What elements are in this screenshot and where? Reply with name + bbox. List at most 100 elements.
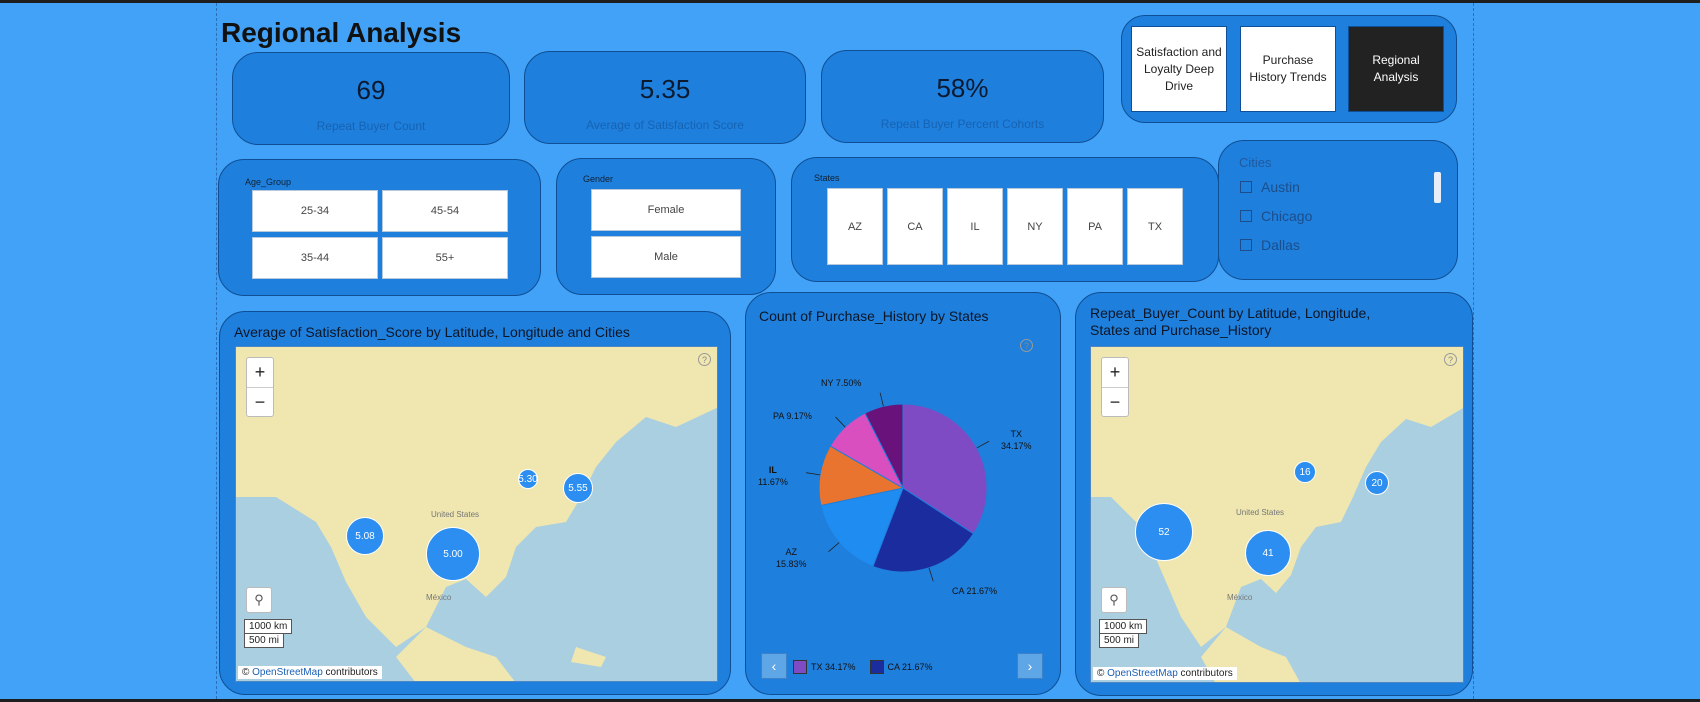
attrib-suffix: contributors (325, 667, 378, 678)
cities-scrollbar[interactable] (1434, 172, 1441, 203)
map-attribution: © OpenStreetMap contributors (1093, 667, 1237, 680)
pie-label-az-name: AZ (785, 547, 798, 557)
pie-label-il: IL 11.67% (758, 464, 788, 488)
map-land (236, 347, 717, 681)
pie-legend: TX 34.17% CA 21.67% (793, 660, 933, 674)
visual-title-line2: States and Purchase_History (1090, 322, 1272, 338)
kpi-label: Repeat Buyer Percent Cohorts (880, 117, 1045, 131)
legend-label-tx: TX 34.17% (811, 662, 856, 672)
gender-slicer: Gender Female Male (556, 158, 776, 295)
map-bubble[interactable]: 5.55 (563, 473, 593, 503)
zoom-out-button[interactable]: − (1102, 387, 1128, 417)
legend-label-ca: CA 21.67% (887, 662, 933, 672)
map-bubble[interactable]: 5.30 (518, 469, 538, 489)
zoom-control: + − (246, 357, 274, 417)
city-option-dallas[interactable]: Dallas (1240, 237, 1300, 253)
visual-title: Count of Purchase_History by States (759, 308, 989, 324)
kpi-value: 69 (356, 75, 386, 105)
satisfaction-map-visual: Average of Satisfaction_Score by Latitud… (219, 311, 731, 695)
city-label: Dallas (1261, 237, 1300, 253)
checkbox[interactable] (1240, 210, 1252, 222)
map-label-mexico: México (426, 593, 452, 602)
kpi-label: Average of Satisfaction Score (586, 118, 744, 132)
attrib-prefix: © (1097, 668, 1105, 679)
repeat-buyer-map[interactable]: United States México + − ⚲ 1000 km 500 m… (1090, 346, 1464, 683)
map-attribution: © OpenStreetMap contributors (238, 666, 382, 679)
state-option-ca[interactable]: CA (887, 188, 943, 265)
pie-label-tx-name: TX (1010, 429, 1023, 439)
kpi-value: 58% (936, 73, 989, 103)
city-option-austin[interactable]: Austin (1240, 179, 1300, 195)
slicer-title: Cities (1239, 155, 1272, 170)
map-label-mexico: México (1227, 593, 1253, 602)
state-option-tx[interactable]: TX (1127, 188, 1183, 265)
zoom-in-button[interactable]: + (1109, 362, 1121, 382)
pie-chart-visual: Count of Purchase_History by States ? (745, 292, 1061, 695)
location-pin-icon[interactable]: ⚲ (1101, 587, 1127, 613)
map-bubble[interactable]: 41 (1245, 530, 1291, 576)
attrib-prefix: © (242, 667, 250, 678)
legend-next-button[interactable]: › (1017, 653, 1043, 679)
page-navigator: Satisfaction and Loyalty Deep Drive Purc… (1121, 15, 1457, 123)
zoom-in-button[interactable]: + (254, 362, 266, 382)
age-group-slicer: Age_Group 25-34 45-54 35-44 55+ (218, 159, 541, 296)
pie-label-pa: PA 9.17% (773, 411, 812, 421)
states-slicer: States AZ CA IL NY PA TX (791, 157, 1219, 282)
satisfaction-map[interactable]: United States México + − ⚲ 1000 km 500 m… (235, 346, 718, 682)
city-label: Austin (1261, 179, 1300, 195)
kpi-card-repeat-percent: 58% Repeat Buyer Percent Cohorts (821, 50, 1104, 143)
state-option-il[interactable]: IL (947, 188, 1003, 265)
scale-mi: 500 mi (244, 633, 285, 648)
nav-button-purchase-history[interactable]: Purchase History Trends (1240, 26, 1336, 112)
scale-km: 1000 km (1099, 619, 1148, 634)
pie-label-il-value: 11.67% (758, 477, 788, 487)
map-label-united-states: United States (1236, 508, 1285, 517)
scale-km: 1000 km (244, 619, 293, 634)
help-icon[interactable]: ? (1020, 339, 1033, 352)
attrib-suffix: contributors (1180, 668, 1233, 679)
map-label-united-states: United States (431, 510, 480, 519)
kpi-card-avg-satisfaction: 5.35 Average of Satisfaction Score (524, 51, 806, 144)
nav-button-satisfaction[interactable]: Satisfaction and Loyalty Deep Drive (1131, 26, 1227, 112)
checkbox[interactable] (1240, 181, 1252, 193)
report-page-border (216, 3, 1474, 699)
nav-button-regional-analysis[interactable]: Regional Analysis (1348, 26, 1444, 112)
cities-slicer (1218, 140, 1458, 280)
city-option-chicago[interactable]: Chicago (1240, 208, 1312, 224)
slicer-title: Gender (583, 174, 614, 184)
kpi-card-repeat-buyer: 69 Repeat Buyer Count (232, 52, 510, 145)
location-pin-icon[interactable]: ⚲ (246, 587, 272, 613)
map-bubble[interactable]: 20 (1365, 471, 1389, 495)
visual-title: Average of Satisfaction_Score by Latitud… (234, 324, 630, 340)
checkbox[interactable] (1240, 239, 1252, 251)
repeat-buyer-map-visual: Repeat_Buyer_Count by Latitude, Longitud… (1075, 292, 1473, 696)
pie-label-tx-value: 34.17% (1001, 441, 1032, 451)
pie-label-il-name: IL (768, 465, 777, 475)
help-icon[interactable]: ? (1444, 353, 1457, 366)
map-bubble[interactable]: 16 (1294, 461, 1316, 483)
age-option-55-plus[interactable]: 55+ (382, 237, 508, 279)
pie-label-az: AZ 15.83% (776, 546, 807, 570)
openstreetmap-link[interactable]: OpenStreetMap (1107, 668, 1178, 679)
map-bubble[interactable]: 52 (1135, 503, 1193, 561)
state-option-pa[interactable]: PA (1067, 188, 1123, 265)
age-option-45-54[interactable]: 45-54 (382, 190, 508, 232)
gender-option-female[interactable]: Female (591, 189, 741, 231)
openstreetmap-link[interactable]: OpenStreetMap (252, 667, 323, 678)
scale-mi: 500 mi (1099, 633, 1140, 648)
legend-prev-button[interactable]: ‹ (761, 653, 787, 679)
kpi-value: 5.35 (639, 74, 691, 104)
legend-swatch-ca (869, 660, 884, 674)
age-option-25-34[interactable]: 25-34 (252, 190, 378, 232)
zoom-out-button[interactable]: − (247, 387, 273, 417)
help-icon[interactable]: ? (698, 353, 711, 366)
map-bubble[interactable]: 5.08 (346, 517, 384, 555)
pie-label-tx: TX 34.17% (1001, 428, 1032, 452)
age-option-35-44[interactable]: 35-44 (252, 237, 378, 279)
map-bubble[interactable]: 5.00 (426, 527, 480, 581)
report-canvas: Regional Analysis 69 Repeat Buyer Count … (0, 3, 1700, 699)
gender-option-male[interactable]: Male (591, 236, 741, 278)
slicer-title: States (814, 173, 840, 183)
state-option-az[interactable]: AZ (827, 188, 883, 265)
state-option-ny[interactable]: NY (1007, 188, 1063, 265)
